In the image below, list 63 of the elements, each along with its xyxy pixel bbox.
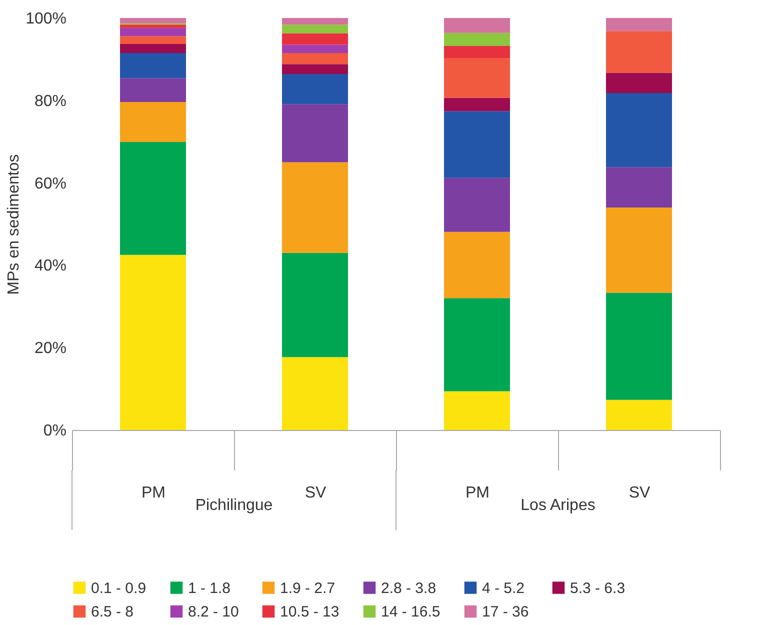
legend-label: 5.3 - 6.3 <box>570 580 626 597</box>
y-tick-label: 60% <box>34 175 66 192</box>
bar <box>606 400 672 430</box>
bar <box>120 78 186 102</box>
y-tick-label: 20% <box>34 340 66 358</box>
bar <box>282 357 348 430</box>
legend-label: 0.1 - 0.9 <box>91 580 146 597</box>
bar <box>120 18 186 24</box>
legend-label: 6.5 - 8 <box>91 604 134 620</box>
legend-label: 1.9 - 2.7 <box>280 580 336 597</box>
bar <box>444 98 510 112</box>
bar <box>282 18 348 25</box>
legend-label: 10.5 - 13 <box>280 604 340 620</box>
legend-label: 17 - 36 <box>482 604 529 620</box>
legend-label: 14 - 16.5 <box>381 604 440 620</box>
bar <box>444 178 510 232</box>
legend-label: 4 - 5.2 <box>482 580 525 597</box>
x-tick-label: PM <box>466 484 490 502</box>
bar <box>120 102 186 142</box>
bar <box>282 252 348 358</box>
bar <box>606 92 672 168</box>
bar <box>282 74 348 104</box>
x-tick-label: PM <box>142 484 166 502</box>
legend-label: 2.8 - 3.8 <box>381 580 436 597</box>
y-tick-label: 80% <box>34 92 66 110</box>
bar <box>120 53 186 78</box>
bar <box>444 232 510 298</box>
bar <box>282 44 348 54</box>
bar <box>282 24 348 34</box>
bar <box>444 391 510 430</box>
legend-label: 8.2 - 10 <box>188 604 239 620</box>
bar <box>606 292 672 400</box>
legend-label: 1 - 1.8 <box>188 580 231 597</box>
bar <box>120 142 186 255</box>
bar <box>606 72 672 93</box>
bar <box>606 18 672 32</box>
y-tick-label: 0% <box>43 422 66 440</box>
y-tick-label: 100% <box>26 10 66 28</box>
bar <box>120 24 186 28</box>
y-tick-label: 40% <box>34 258 66 275</box>
bar <box>444 46 510 58</box>
bar <box>606 208 672 293</box>
bar <box>282 162 348 253</box>
bar <box>282 33 348 45</box>
bar <box>282 64 348 74</box>
bar <box>282 104 348 162</box>
bar <box>606 167 672 208</box>
x-tick-label: SV <box>304 484 326 502</box>
bar <box>444 58 510 98</box>
bar <box>120 36 186 44</box>
text: Los Aripes <box>520 497 596 514</box>
bar <box>444 32 510 46</box>
bar <box>444 298 510 392</box>
x-tick-label: SV <box>628 484 650 502</box>
y-axis-title: MPs en sedimentos <box>6 154 23 295</box>
bar <box>444 111 510 178</box>
bar <box>120 28 186 36</box>
bar <box>606 31 672 73</box>
bar <box>120 254 186 430</box>
bar <box>282 53 348 64</box>
bar <box>444 18 510 33</box>
text: Pichilingue <box>195 497 273 514</box>
bar <box>120 44 186 54</box>
